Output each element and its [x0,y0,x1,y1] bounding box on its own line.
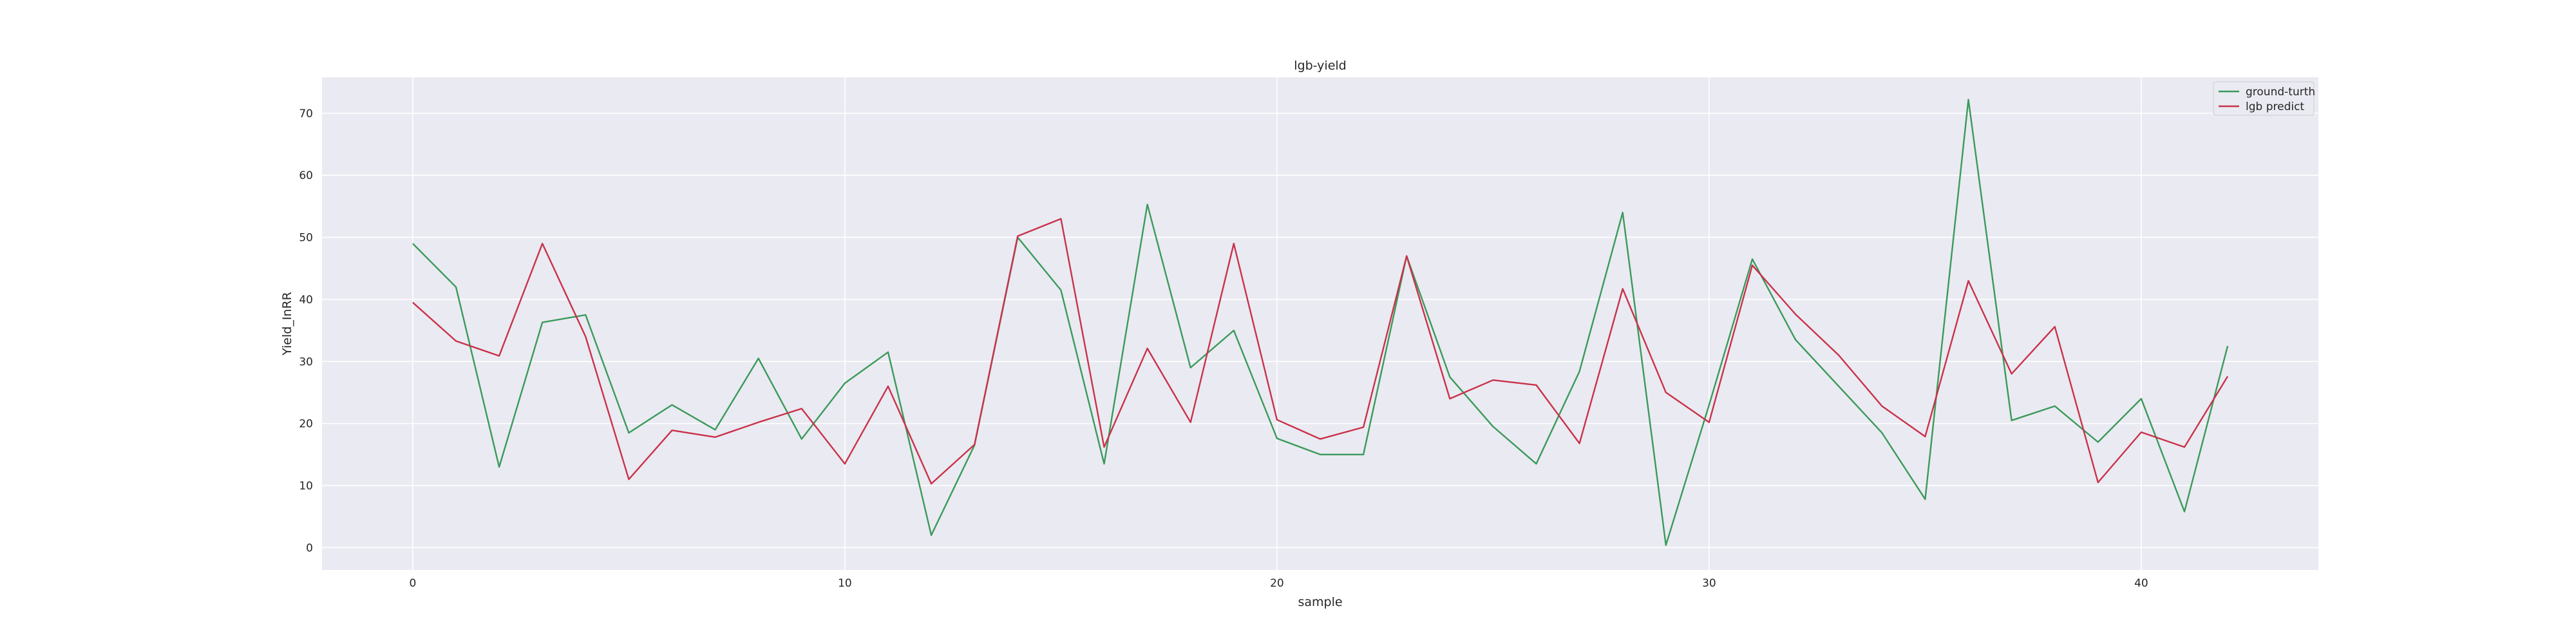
y-tick-label: 0 [306,542,313,554]
x-tick-label: 0 [409,577,416,590]
y-tick-label: 70 [299,108,313,120]
series-lines [412,99,2229,546]
y-tick-label: 40 [299,294,313,307]
legend-label-ground-turth: ground-turth [2246,86,2315,99]
y-tick-label: 30 [299,355,313,368]
grid-lines [322,77,2318,570]
x-axis-label: sample [1298,595,1342,609]
y-tick-label: 50 [299,232,313,245]
series-line-ground-turth [412,99,2229,546]
series-line-lgb-predict [412,218,2229,485]
y-axis-label: Yield_InRR [280,292,294,356]
y-tick-label: 60 [299,169,313,182]
plot-area [322,77,2318,570]
legend-label-lgb-predict: lgb predict [2246,100,2304,113]
tick-labels: 0 10 20 30 40 0 10 20 30 40 50 60 70 [299,108,2148,590]
y-tick-label: 10 [299,480,313,493]
legend: ground-turth lgb predict [2213,81,2315,116]
x-tick-label: 20 [1270,577,1284,590]
x-tick-label: 30 [1702,577,1716,590]
x-tick-label: 40 [2134,577,2148,590]
x-tick-label: 10 [838,577,852,590]
chart-title: lgb-yield [1294,59,1346,73]
y-tick-label: 20 [299,418,313,431]
